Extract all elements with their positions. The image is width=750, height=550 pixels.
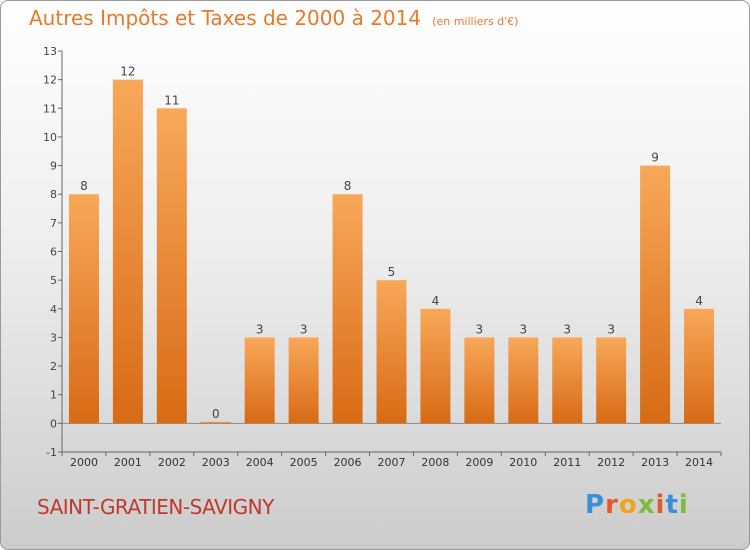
- x-tick-label: 2005: [290, 456, 318, 469]
- y-tick-label: 7: [50, 217, 57, 230]
- data-label: 8: [80, 179, 88, 193]
- x-tick-label: 2011: [553, 456, 581, 469]
- y-tick-label: -1: [46, 446, 57, 459]
- data-label: 3: [563, 322, 571, 336]
- data-label: 12: [120, 65, 135, 79]
- bar: [68, 194, 99, 424]
- x-tick-label: 2012: [597, 456, 625, 469]
- data-label: 3: [476, 322, 484, 336]
- proxiti-logo[interactable]: Proxiti: [585, 490, 689, 520]
- data-label: 3: [300, 322, 308, 336]
- bar: [508, 337, 539, 424]
- y-tick-label: 5: [50, 274, 57, 287]
- y-tick-label: 0: [50, 417, 57, 430]
- bar: [244, 337, 275, 424]
- bar: [640, 165, 671, 424]
- bar: [596, 337, 627, 424]
- data-label: 11: [164, 93, 179, 107]
- data-label: 3: [256, 322, 264, 336]
- logo-letter: i: [655, 490, 666, 520]
- bar: [464, 337, 495, 424]
- y-tick-label: 11: [43, 102, 57, 115]
- data-label: 3: [519, 322, 527, 336]
- labels-group: 8 2000 12 2001 11 2002 0 2003 3 2004 3 2005 8 2006 5 20…: [70, 65, 713, 469]
- x-tick-label: 2009: [465, 456, 493, 469]
- x-tick-label: 2014: [685, 456, 713, 469]
- logo-letter: i: [678, 490, 689, 520]
- y-tick-label: 2: [50, 360, 57, 373]
- logo-letter: o: [618, 490, 638, 520]
- x-tick-label: 2006: [334, 456, 362, 469]
- logo-letter: P: [585, 490, 606, 520]
- x-tick-label: 2008: [421, 456, 449, 469]
- x-tick-label: 2003: [202, 456, 230, 469]
- data-label: 5: [388, 265, 396, 279]
- x-tick-label: 2013: [641, 456, 669, 469]
- x-tick-label: 2000: [70, 456, 98, 469]
- y-tick-label: 3: [50, 331, 57, 344]
- y-tick-label: 6: [50, 246, 57, 259]
- chart-title: Autres Impôts et Taxes de 2000 à 2014: [29, 6, 422, 30]
- y-tick-label: 1: [50, 389, 57, 402]
- data-label: 4: [695, 294, 703, 308]
- commune-name: SAINT-GRATIEN-SAVIGNY: [37, 495, 274, 519]
- chart-title-block: Autres Impôts et Taxes de 2000 à 2014 (e…: [29, 6, 518, 30]
- x-tick-label: 2001: [114, 456, 142, 469]
- bar: [376, 280, 407, 424]
- logo-letter: r: [605, 490, 619, 520]
- x-tick-label: 2004: [246, 456, 274, 469]
- bar: [200, 421, 231, 424]
- y-tick-label: 9: [50, 160, 57, 173]
- data-label: 0: [212, 407, 220, 421]
- chart-unit: (en milliers d'€): [432, 15, 519, 28]
- bar: [552, 337, 583, 424]
- y-tick-label: 8: [50, 188, 57, 201]
- data-label: 3: [607, 322, 615, 336]
- bar: [420, 308, 451, 424]
- y-tick-label: 10: [43, 131, 57, 144]
- x-tick-label: 2002: [158, 456, 186, 469]
- bar: [156, 108, 187, 424]
- bars-group: [68, 79, 715, 424]
- bar: [112, 79, 143, 424]
- bar: [332, 194, 363, 424]
- data-label: 4: [432, 294, 440, 308]
- bar: [684, 308, 715, 424]
- data-label: 9: [651, 151, 659, 165]
- logo-letter: t: [665, 490, 679, 520]
- bar: [288, 337, 319, 424]
- x-tick-label: 2007: [378, 456, 406, 469]
- logo-letter: x: [637, 490, 656, 520]
- y-tick-label: 13: [43, 45, 57, 58]
- y-tick-label: 12: [43, 74, 57, 87]
- y-tick-label: 4: [50, 303, 57, 316]
- x-tick-label: 2010: [509, 456, 537, 469]
- data-label: 8: [344, 179, 352, 193]
